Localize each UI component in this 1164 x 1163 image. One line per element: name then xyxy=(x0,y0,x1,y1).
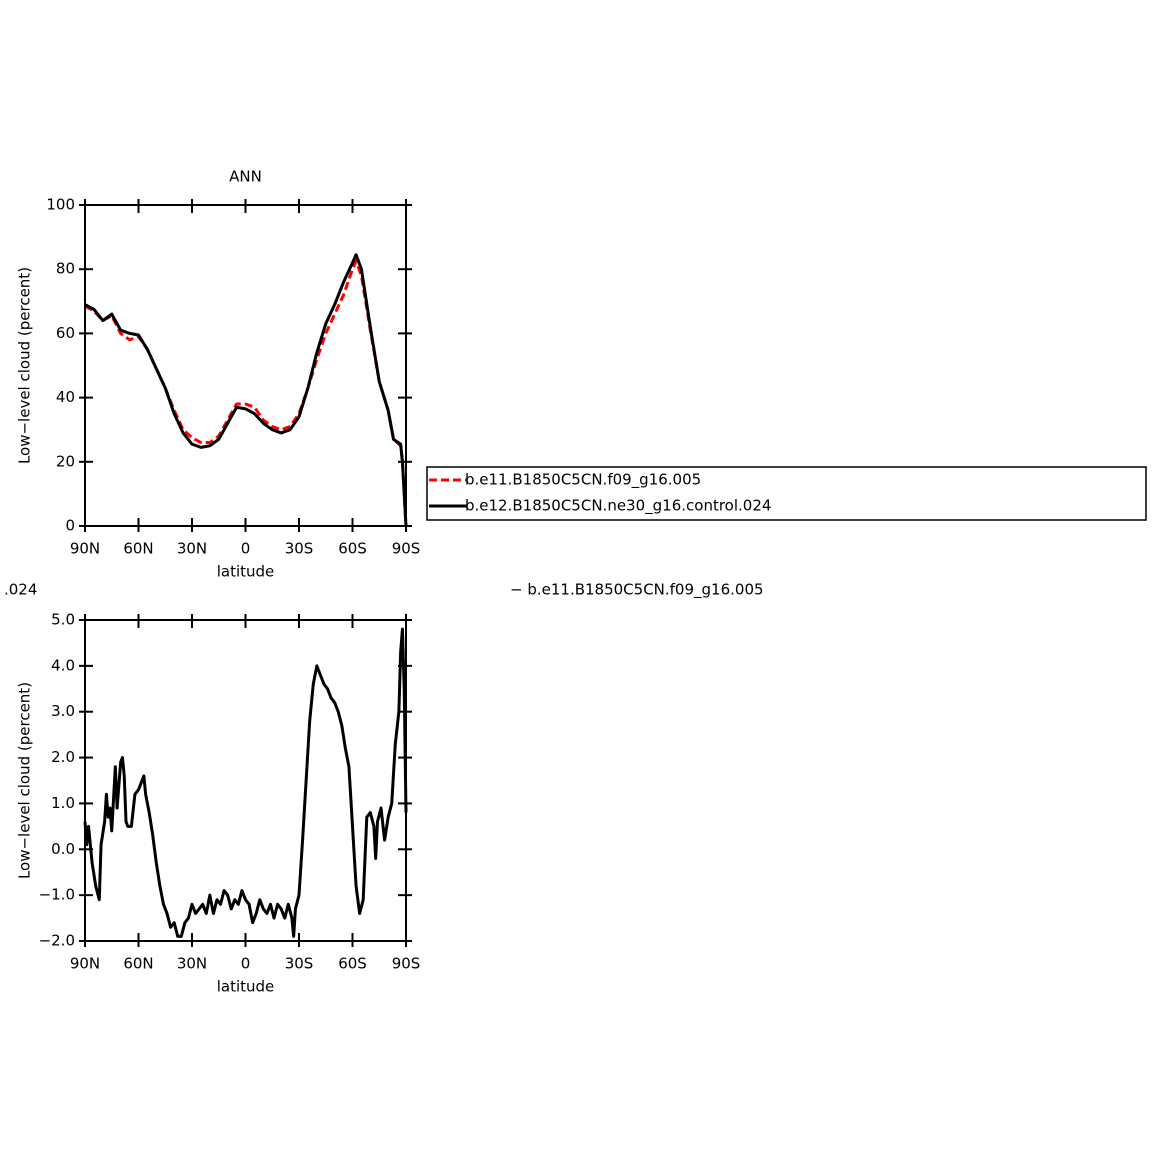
y-tick-label: 0.0 xyxy=(51,840,75,858)
plot-frame xyxy=(84,204,407,527)
chart-title: ANN xyxy=(229,168,262,186)
y-tick-label: 80 xyxy=(56,260,75,278)
y-tick-label: 4.0 xyxy=(51,656,75,674)
x-tick-label: 60N xyxy=(123,955,153,973)
x-tick-label: 90S xyxy=(392,540,421,558)
x-axis-label: latitude xyxy=(217,563,275,581)
x-tick-label: 60S xyxy=(338,955,367,973)
y-tick-label: −1.0 xyxy=(39,886,75,904)
y-tick-label: 20 xyxy=(56,452,75,470)
x-tick-label: 60N xyxy=(123,540,153,558)
x-tick-label: 60S xyxy=(338,540,367,558)
x-tick-label: 90N xyxy=(70,955,100,973)
annotation: .024 xyxy=(4,581,37,599)
y-tick-label: 0 xyxy=(65,517,75,535)
data-line xyxy=(83,627,408,938)
y-tick-label: 1.0 xyxy=(51,794,75,812)
x-tick-label: 90S xyxy=(392,955,421,973)
y-axis-label: Low−level cloud (percent) xyxy=(16,267,34,464)
x-tick-label: 30S xyxy=(285,540,314,558)
y-tick-label: 2.0 xyxy=(51,748,75,766)
data-line xyxy=(84,259,408,527)
y-tick-label: 60 xyxy=(56,324,75,342)
x-axis-label: latitude xyxy=(217,978,275,996)
y-tick-label: −2.0 xyxy=(39,932,75,950)
legend-label: b.e11.B1850C5CN.f09_g16.005 xyxy=(465,471,701,490)
x-tick-label: 0 xyxy=(241,955,251,973)
x-tick-label: 0 xyxy=(241,540,251,558)
legend-label: b.e12.B1850C5CN.ne30_g16.control.024 xyxy=(465,497,771,516)
y-tick-label: 3.0 xyxy=(51,702,75,720)
x-tick-label: 30N xyxy=(177,955,207,973)
data-line xyxy=(84,253,408,527)
legend-box xyxy=(426,466,1147,521)
x-tick-label: 30N xyxy=(177,540,207,558)
y-axis-label: Low−level cloud (percent) xyxy=(16,682,34,879)
y-tick-label: 100 xyxy=(46,196,75,214)
x-tick-label: 90N xyxy=(70,540,100,558)
x-tick-label: 30S xyxy=(285,955,314,973)
y-tick-label: 40 xyxy=(56,388,75,406)
annotation: − b.e11.B1850C5CN.f09_g16.005 xyxy=(510,581,764,600)
y-tick-label: 5.0 xyxy=(51,611,75,629)
